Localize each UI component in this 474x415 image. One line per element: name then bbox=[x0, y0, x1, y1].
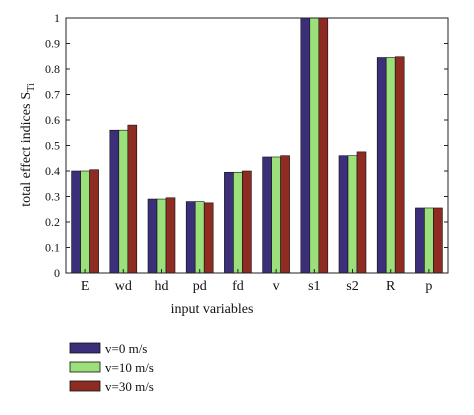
legend: v=0 m/s v=10 m/s v=30 m/s bbox=[69, 341, 154, 394]
x-axis-label: input variables bbox=[171, 302, 254, 317]
x-tick-label: fd bbox=[232, 279, 244, 294]
y-tick-label: 0.7 bbox=[45, 88, 60, 102]
bar-p-series-2 bbox=[433, 207, 443, 274]
bar-s1-series-0 bbox=[300, 17, 311, 274]
bar-wd-series-2 bbox=[127, 124, 138, 274]
y-tick-label: 0.9 bbox=[45, 37, 60, 51]
y-tick-label: 0.5 bbox=[45, 139, 60, 153]
bar-E-series-2 bbox=[89, 169, 99, 274]
bar-p-series-0 bbox=[415, 207, 425, 274]
x-tick-label: E bbox=[81, 279, 90, 294]
y-tick-label: 1 bbox=[54, 11, 60, 25]
y-axis-label-subscript: Ti bbox=[26, 83, 37, 92]
bar-wd-series-1 bbox=[118, 129, 129, 274]
x-tick-label: s1 bbox=[308, 279, 320, 294]
bar-R-series-2 bbox=[394, 56, 405, 274]
y-tick-label: 0.4 bbox=[45, 164, 60, 178]
bar-p-series-1 bbox=[424, 207, 434, 274]
bar-pd-series-2 bbox=[203, 202, 214, 274]
bars-group bbox=[71, 17, 443, 274]
y-axis-ticks: 0 0.1 0.2 0.3 0.4 0.5 0.6 0.7 0.8 0.9 1 bbox=[45, 11, 448, 280]
bar-fd-series-0 bbox=[224, 171, 234, 274]
bar-E-series-0 bbox=[71, 170, 81, 274]
legend-swatch bbox=[69, 380, 101, 392]
legend-label: v=30 m/s bbox=[105, 379, 154, 394]
bar-v-series-1 bbox=[271, 156, 281, 274]
legend-swatch bbox=[69, 361, 101, 373]
y-tick-label: 0.3 bbox=[45, 190, 60, 204]
y-axis-label-text: total effect indices bbox=[19, 104, 34, 207]
bar-fd-series-2 bbox=[242, 170, 252, 274]
bar-v-series-0 bbox=[262, 156, 272, 274]
y-tick-label: 0.2 bbox=[45, 215, 60, 229]
x-tick-label: p bbox=[425, 279, 432, 294]
x-tick-label: wd bbox=[115, 279, 132, 294]
bar-hd-series-0 bbox=[147, 198, 158, 274]
x-tick-label: R bbox=[386, 279, 396, 294]
y-tick-label: 0.6 bbox=[45, 113, 60, 127]
bar-pd-series-1 bbox=[194, 201, 205, 274]
bar-s2-series-2 bbox=[356, 151, 367, 274]
bar-wd-series-0 bbox=[109, 129, 120, 274]
bar-v-series-2 bbox=[280, 155, 290, 274]
bar-s1-series-1 bbox=[309, 17, 320, 274]
y-axis-label-symbol: S bbox=[19, 92, 34, 100]
bar-fd-series-1 bbox=[233, 171, 243, 274]
bar-s1-series-2 bbox=[318, 17, 329, 274]
y-tick-label: 0.1 bbox=[45, 241, 60, 255]
y-axis-label: total effect indices STi bbox=[19, 83, 37, 207]
x-tick-label: v bbox=[273, 279, 280, 294]
x-tick-label: pd bbox=[193, 279, 207, 294]
legend-label: v=10 m/s bbox=[105, 360, 154, 375]
x-tick-label: hd bbox=[155, 279, 169, 294]
legend-swatch bbox=[69, 342, 101, 354]
y-tick-label: 0.8 bbox=[45, 62, 60, 76]
bar-R-series-1 bbox=[385, 57, 396, 274]
y-tick-label: 0 bbox=[54, 266, 60, 280]
bar-s2-series-0 bbox=[338, 155, 349, 274]
bar-E-series-1 bbox=[80, 170, 90, 274]
legend-label: v=0 m/s bbox=[105, 341, 147, 356]
bar-pd-series-0 bbox=[185, 201, 196, 274]
bar-hd-series-1 bbox=[156, 198, 167, 274]
bar-R-series-0 bbox=[376, 57, 387, 274]
bar-hd-series-2 bbox=[165, 197, 176, 274]
x-tick-label: s2 bbox=[346, 279, 358, 294]
bar-s2-series-1 bbox=[347, 155, 358, 274]
